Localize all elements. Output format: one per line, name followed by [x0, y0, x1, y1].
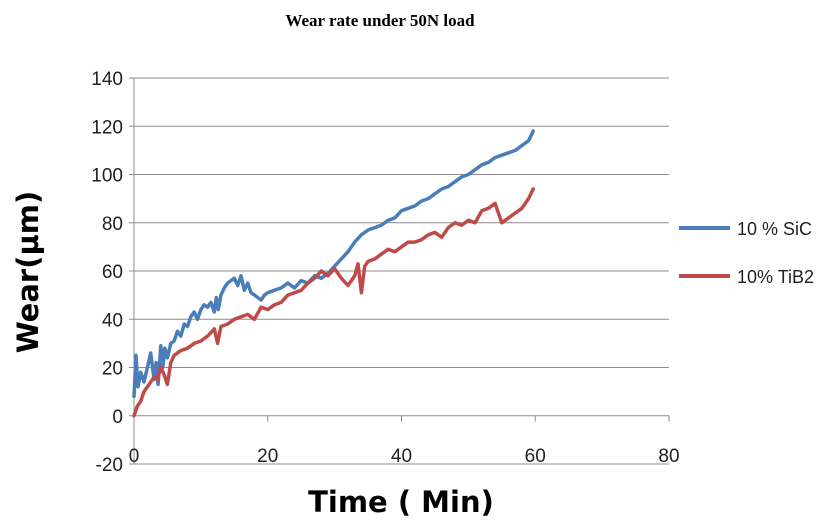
y-tick-label-0: -20	[96, 455, 123, 476]
x-tick-label-3: 60	[525, 446, 546, 467]
x-tick-label-2: 40	[391, 446, 412, 467]
y-axis-label: Wear(µm)	[11, 191, 45, 354]
y-tick-label-4: 60	[102, 262, 123, 283]
y-tick-label-2: 20	[102, 359, 123, 380]
series-line-0	[132, 129, 535, 399]
tick-layer: -20 0 20 40 60 80 100 120 140 0 20 40 60 80	[91, 69, 679, 476]
y-tick-label-3: 40	[102, 310, 123, 331]
legend: 10 % SiC 10% TiB2	[679, 219, 814, 287]
y-tick-label-1: 0	[112, 407, 123, 428]
chart-title: Wear rate under 50N load	[285, 11, 475, 30]
grid-layer	[134, 77, 669, 465]
series-layer	[132, 129, 535, 418]
x-tick-label-4: 80	[658, 446, 679, 467]
legend-label-1: 10% TiB2	[737, 267, 814, 287]
y-tick-label-7: 120	[91, 117, 123, 138]
legend-label-0: 10 % SiC	[737, 219, 812, 239]
x-tick-label-0: 0	[129, 446, 140, 467]
y-tick-label-8: 140	[91, 69, 123, 90]
axis-layer	[129, 77, 670, 465]
series-line-1	[132, 187, 535, 418]
y-tick-label-5: 80	[102, 214, 123, 235]
y-tick-label-6: 100	[91, 166, 123, 187]
x-tick-label-1: 20	[257, 446, 278, 467]
x-axis-label: Time ( Min)	[308, 485, 494, 519]
